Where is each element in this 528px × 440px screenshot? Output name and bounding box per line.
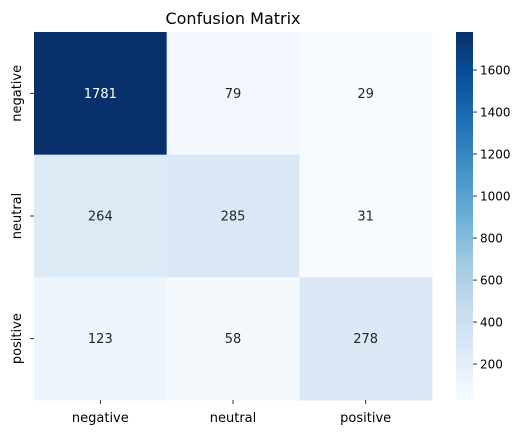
colorbar-tick-label: 200 — [480, 358, 503, 372]
cell-value-label: 278 — [353, 332, 378, 347]
y-tick-label: negative — [10, 65, 25, 122]
colorbar-tick-label: 1400 — [480, 106, 511, 120]
colorbar-tick-label: 800 — [480, 232, 503, 246]
x-axis: negative neutral positive — [72, 400, 391, 426]
colorbar-tick-label: 1200 — [480, 148, 511, 162]
heatmap-cells: 1781 79 29 264 285 31 123 58 278 — [34, 32, 433, 401]
colorbar-tick-label: 400 — [480, 316, 503, 330]
cell-value-label: 285 — [221, 210, 246, 225]
y-axis: negative neutral positive — [10, 65, 34, 364]
cell-value-label: 264 — [88, 210, 113, 225]
cell-value-label: 1781 — [84, 87, 117, 102]
colorbar-tick-label: 1600 — [480, 64, 511, 78]
cell-value-label: 29 — [357, 87, 374, 102]
colorbar-tick-label: 600 — [480, 274, 503, 288]
x-tick-label: positive — [340, 411, 391, 426]
cell-value-label: 31 — [357, 210, 374, 225]
y-tick-label: positive — [10, 313, 25, 364]
colorbar-axis: 200 400 600 800 1000 1200 1400 1600 — [473, 64, 511, 372]
colorbar — [456, 32, 473, 400]
cell-value-label: 79 — [225, 87, 242, 102]
cell-value-label: 123 — [88, 332, 113, 347]
cell-value-label: 58 — [225, 332, 242, 347]
x-tick-label: negative — [72, 411, 129, 426]
y-tick-label: neutral — [10, 193, 25, 240]
x-tick-label: neutral — [210, 411, 257, 426]
chart-title: Confusion Matrix — [165, 9, 300, 28]
colorbar-tick-label: 1000 — [480, 190, 511, 204]
